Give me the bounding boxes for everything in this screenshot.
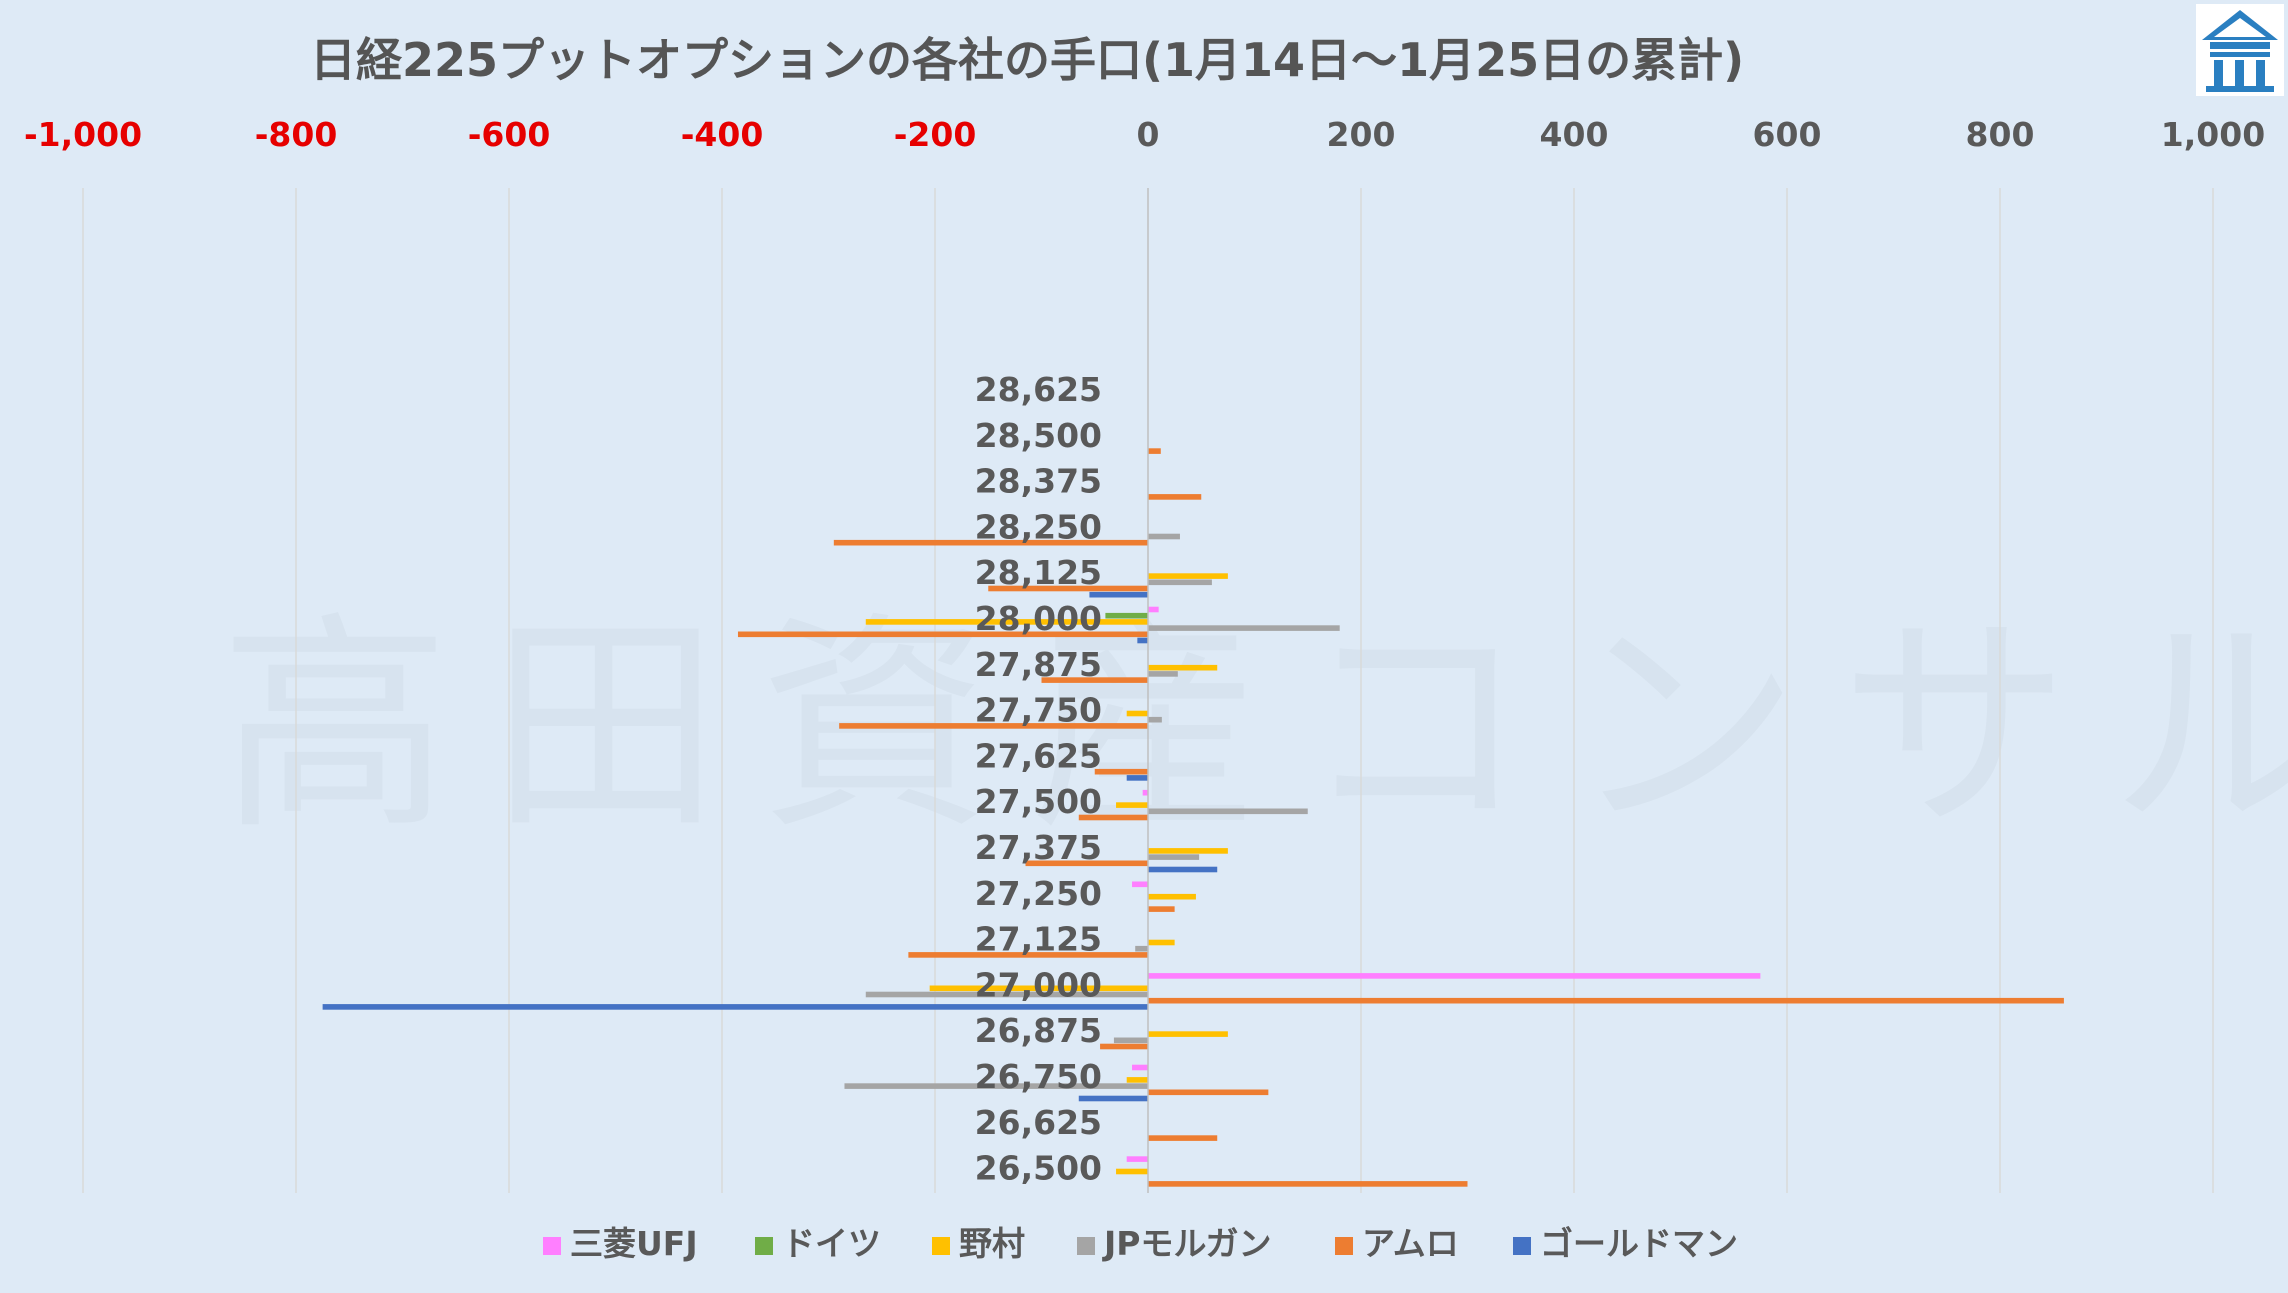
bar — [1078, 814, 1148, 821]
bar — [1094, 768, 1148, 775]
category-label: 27,375 — [975, 828, 1102, 867]
category-label: 28,375 — [975, 462, 1102, 501]
bar — [865, 991, 1148, 998]
bar — [1148, 579, 1212, 586]
category-label: 28,625 — [975, 370, 1102, 409]
bar — [1100, 1043, 1148, 1050]
bar — [1148, 573, 1228, 579]
category-label: 28,500 — [975, 416, 1102, 455]
bar — [1148, 716, 1162, 723]
bar — [988, 585, 1148, 592]
bar — [1148, 606, 1159, 613]
bar — [839, 723, 1148, 729]
bar — [1132, 881, 1148, 888]
legend-label: ドイツ — [782, 1224, 881, 1263]
category-label: 27,250 — [975, 874, 1102, 913]
x-tick-label: 1,000 — [2161, 115, 2265, 154]
bar — [1148, 625, 1340, 631]
bar — [1132, 1064, 1148, 1071]
category-label: 28,250 — [975, 507, 1102, 546]
bar — [322, 1004, 1148, 1010]
x-tick-label: -200 — [894, 115, 977, 154]
legend-swatch — [1513, 1237, 1531, 1255]
bar — [1105, 612, 1148, 619]
category-label: 27,625 — [975, 736, 1102, 775]
bar — [1148, 1181, 1468, 1187]
x-tick-label: -1,000 — [24, 115, 142, 154]
chart-title: 日経225プットオプションの各社の手口(1月14日～1月25日の累計) — [310, 33, 1745, 87]
bar — [833, 539, 1148, 546]
category-label: 27,875 — [975, 645, 1102, 684]
legend-swatch — [1077, 1237, 1095, 1255]
bar — [1025, 860, 1148, 867]
category-label: 27,125 — [975, 920, 1102, 959]
bar — [1126, 710, 1148, 717]
category-label: 27,000 — [975, 965, 1102, 1004]
bar — [1148, 1135, 1218, 1141]
legend-label: JPモルガン — [1102, 1224, 1271, 1263]
bar — [1148, 448, 1161, 454]
bar — [1126, 775, 1148, 781]
x-tick-label: 200 — [1327, 115, 1396, 154]
bar — [1116, 802, 1148, 808]
bar — [1148, 939, 1175, 946]
bar — [1148, 848, 1228, 854]
category-label: 28,125 — [975, 553, 1102, 592]
logo-icon — [2202, 10, 2278, 92]
bar — [1137, 637, 1148, 644]
category-label: 27,500 — [975, 782, 1102, 821]
x-tick-label: 0 — [1137, 115, 1160, 154]
bar — [1148, 1089, 1269, 1096]
bar — [929, 985, 1148, 992]
x-tick-label: -800 — [255, 115, 338, 154]
legend-swatch — [755, 1237, 773, 1255]
bar — [1113, 1037, 1148, 1044]
x-tick-label: 800 — [1966, 115, 2035, 154]
bar — [1148, 997, 2064, 1004]
legend-label: ゴールドマン — [1540, 1224, 1738, 1263]
bar — [1148, 1031, 1228, 1037]
bar — [865, 619, 1148, 625]
x-tick-label: -600 — [468, 115, 551, 154]
bar — [1148, 973, 1761, 979]
bar — [1148, 893, 1196, 900]
legend-label: 野村 — [959, 1224, 1025, 1263]
bar — [737, 631, 1148, 638]
bar — [1148, 664, 1218, 671]
bar — [1116, 1168, 1148, 1175]
bar — [1148, 494, 1202, 500]
bar — [1148, 671, 1178, 677]
category-label: 26,625 — [975, 1103, 1102, 1142]
bar — [1148, 854, 1200, 860]
bar — [1148, 866, 1218, 873]
legend-label: アムロ — [1362, 1224, 1459, 1263]
logo — [2196, 4, 2284, 96]
bar — [1089, 591, 1148, 598]
legend-swatch — [932, 1237, 950, 1255]
bar — [1078, 1095, 1148, 1102]
category-label: 26,750 — [975, 1057, 1102, 1096]
bar — [1126, 1156, 1148, 1162]
category-label: 27,750 — [975, 691, 1102, 730]
bar — [1148, 533, 1180, 540]
bar — [1148, 808, 1308, 815]
category-label: 26,875 — [975, 1011, 1102, 1050]
bar — [908, 952, 1148, 958]
x-tick-label: -400 — [681, 115, 764, 154]
category-label: 28,000 — [975, 599, 1102, 638]
bar — [1135, 945, 1148, 952]
bar — [844, 1083, 1148, 1089]
legend-swatch — [543, 1237, 561, 1255]
category-label: 26,500 — [975, 1149, 1102, 1188]
bar — [1148, 906, 1175, 912]
bar — [1041, 677, 1148, 683]
bar — [1126, 1077, 1148, 1083]
legend-label: 三菱UFJ — [570, 1224, 698, 1263]
x-tick-label: 400 — [1540, 115, 1609, 154]
x-tick-label: 600 — [1753, 115, 1822, 154]
legend-swatch — [1335, 1237, 1353, 1255]
bar — [1142, 789, 1148, 796]
